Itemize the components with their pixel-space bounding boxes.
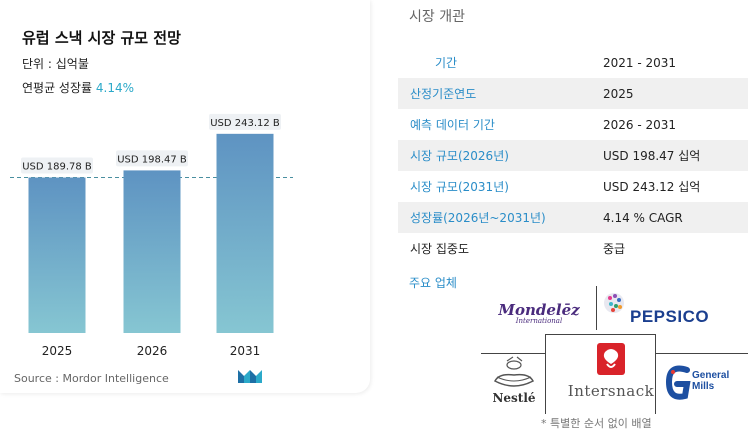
source-credit: Source : Mordor Intelligence — [14, 372, 169, 385]
overview-label: 시장 규모(2026년) — [410, 149, 509, 163]
overview-value: 중급 — [603, 242, 626, 256]
pepsico-logo: PEPSICO — [602, 287, 709, 335]
overview-row-period: 기간 2021 - 2031 — [398, 47, 748, 78]
overview-row-size-2031: 시장 규모(2031년) USD 243.12 십억 — [398, 171, 748, 202]
mondelez-wordmark: Mondelēz — [498, 301, 580, 319]
chart-cagr: 연평균 성장률 4.14% — [22, 79, 134, 96]
overview-label: 시장 집중도 — [410, 242, 470, 256]
overview-value: USD 243.12 십억 — [603, 180, 701, 194]
overview-row-size-2026: 시장 규모(2026년) USD 198.47 십억 — [398, 140, 748, 171]
cagr-value: 4.14% — [95, 81, 135, 95]
grid-divider — [655, 334, 656, 414]
x-tick-2031: 2031 — [230, 344, 261, 358]
overview-label: 기간 — [435, 56, 458, 70]
grid-divider — [545, 334, 655, 335]
data-label-2026: USD 198.47 B — [117, 154, 187, 165]
general-mills-logo: General Mills — [665, 362, 729, 406]
overview-title: 시장 개관 — [409, 9, 465, 25]
grid-divider — [655, 353, 748, 354]
chart-unit: 단위 : 십억불 — [22, 57, 89, 71]
mondelez-subtitle: International — [515, 317, 563, 325]
overview-value: 2026 - 2031 — [603, 117, 677, 132]
nestle-logo: Nestlé — [485, 355, 543, 405]
grid-divider — [596, 286, 597, 330]
data-label-2025: USD 189.78 B — [22, 162, 92, 173]
overview-row-growth-rate: 성장률(2026년~2031년) 4.14 % CAGR — [398, 202, 748, 233]
nestle-nest-icon — [494, 356, 534, 387]
market-size-card: 유럽 스낵 시장 규모 전망 단위 : 십억불 연평균 성장률 4.14% US… — [0, 0, 370, 393]
overview-row-base-year: 산정기준연도 2025 — [398, 78, 748, 109]
bar-2031 — [216, 133, 274, 333]
overview-value: 4.14 % CAGR — [603, 210, 683, 225]
key-players-logos: Mondelēz International PEPSICO Nestlé — [481, 284, 748, 414]
overview-row-forecast-period: 예측 데이터 기간 2026 - 2031 — [398, 109, 748, 140]
x-tick-2025: 2025 — [42, 344, 73, 358]
pepsico-wordmark: PEPSICO — [630, 307, 710, 326]
general-mills-line2: Mills — [692, 381, 715, 392]
intersnack-emblem-icon — [597, 343, 625, 375]
bar-2025 — [28, 177, 86, 333]
bar-chart: USD 189.78 B 2025 USD 198.47 B 2026 USD 243.… — [10, 113, 293, 358]
logos-footnote: * 특별한 순서 없이 배열 — [541, 417, 652, 430]
mordor-intelligence-logo-icon — [238, 370, 262, 383]
chart-title: 유럽 스낵 시장 규모 전망 — [22, 29, 181, 47]
overview-label: 산정기준연도 — [410, 87, 477, 101]
overview-value: 2021 - 2031 — [603, 55, 677, 70]
grid-divider — [481, 353, 545, 354]
mondelez-logo: Mondelēz International — [494, 301, 584, 325]
data-label-bg-2026 — [116, 150, 188, 167]
key-players-title: 주요 업체 — [409, 276, 457, 290]
general-mills-g-icon — [665, 365, 691, 400]
intersnack-wordmark: Intersnack — [567, 382, 655, 400]
data-label-2031: USD 243.12 B — [210, 118, 280, 129]
overview-value: USD 198.47 십억 — [603, 149, 701, 163]
cagr-label: 연평균 성장률 — [22, 81, 93, 95]
grid-divider — [545, 334, 546, 414]
overview-label: 예측 데이터 기간 — [410, 118, 495, 132]
pepsico-globe-icon — [604, 293, 624, 313]
nestle-wordmark: Nestlé — [492, 391, 536, 405]
data-label-bg-2031 — [209, 113, 281, 130]
intersnack-logo: Intersnack — [551, 342, 671, 400]
bar-2026 — [123, 170, 181, 333]
overview-label: 시장 규모(2031년) — [410, 180, 509, 194]
overview-label: 성장률(2026년~2031년) — [410, 211, 546, 225]
overview-value: 2025 — [603, 86, 634, 101]
general-mills-wordmark: General Mills — [692, 370, 729, 392]
overview-row-concentration: 시장 집중도 중급 — [398, 233, 748, 264]
data-label-bg-2025 — [21, 157, 93, 174]
general-mills-line1: General — [692, 370, 730, 381]
overview-table: 기간 2021 - 2031 산정기준연도 2025 예측 데이터 기간 202… — [398, 47, 748, 264]
x-tick-2026: 2026 — [137, 344, 168, 358]
